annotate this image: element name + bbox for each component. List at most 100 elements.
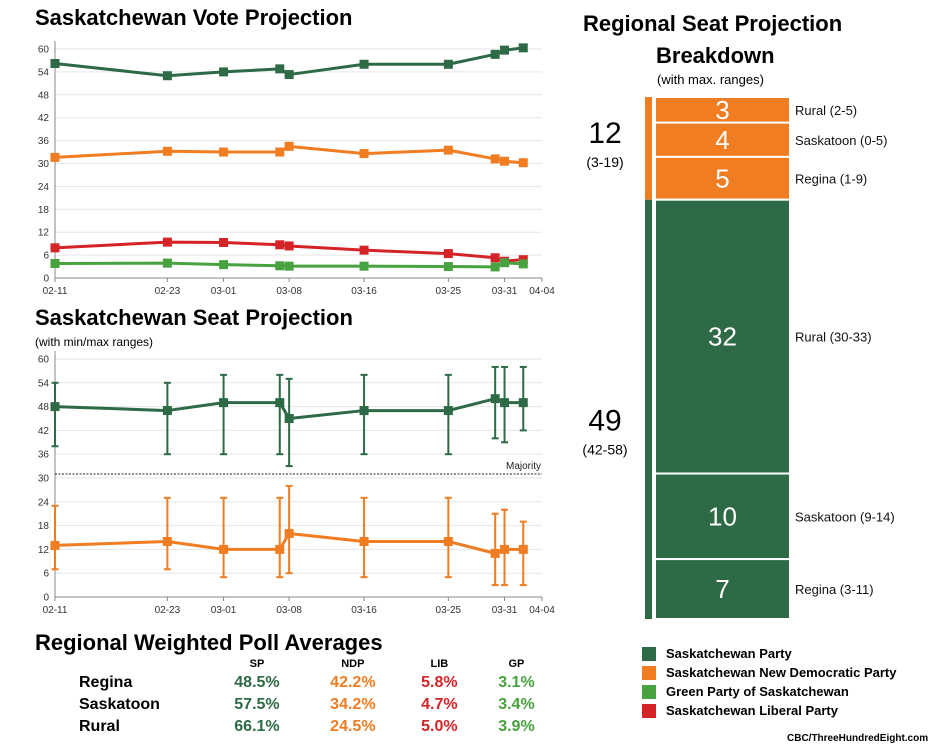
poll-header-lib: LIB — [430, 658, 449, 670]
sp-point — [500, 398, 510, 408]
x-tick-label: 03-31 — [492, 605, 518, 616]
sp-point — [359, 406, 369, 416]
y-tick-label: 48 — [38, 402, 50, 413]
legend: Saskatchewan Party Saskatchewan New Demo… — [642, 644, 897, 720]
ndp-segment-value: 5 — [715, 163, 729, 193]
row-label: Regina — [79, 674, 133, 691]
y-tick-label: 54 — [38, 67, 50, 78]
y-tick-label: 6 — [43, 569, 49, 580]
cell-lib: 4.7% — [421, 696, 458, 713]
ndp-point — [518, 544, 528, 554]
gp-point — [518, 259, 528, 269]
y-tick-label: 54 — [38, 378, 50, 389]
sp-segment-value: 7 — [715, 574, 729, 604]
cell-gp: 3.9% — [498, 718, 535, 735]
ndp-point — [518, 158, 528, 168]
x-tick-label: 02-11 — [43, 605, 68, 616]
sp-segment — [654, 558, 791, 620]
legend-swatch — [642, 646, 656, 661]
regional-subtitle: (with max. ranges) — [657, 72, 764, 87]
ndp-total-range: (3-19) — [586, 154, 623, 170]
sp-point — [50, 59, 60, 69]
ndp-point — [50, 540, 60, 550]
ndp-point — [275, 544, 285, 554]
table-row: Regina 48.5% 42.2% 5.8% 3.1% — [35, 672, 555, 694]
ndp-point — [443, 536, 453, 546]
gp-point — [500, 258, 510, 268]
y-tick-label: 18 — [38, 205, 50, 216]
legend-label: Saskatchewan Liberal Party — [666, 703, 838, 718]
gp-point — [162, 258, 172, 268]
cell-ndp: 34.2% — [330, 696, 376, 713]
x-tick-label: 04-04 — [529, 605, 555, 616]
lib-point — [490, 253, 500, 263]
ndp-point — [500, 544, 510, 554]
gp-point — [50, 258, 60, 268]
x-tick-label: 03-08 — [276, 605, 302, 616]
y-tick-label: 60 — [38, 355, 50, 366]
ndp-point — [500, 156, 510, 166]
y-tick-label: 0 — [43, 274, 49, 285]
sp-point — [162, 71, 172, 81]
y-tick-label: 12 — [38, 228, 50, 239]
lib-point — [275, 240, 285, 250]
sp-segment-label: Regina (3-11) — [795, 582, 874, 597]
cell-gp: 3.4% — [498, 696, 535, 713]
legend-swatch — [642, 684, 656, 699]
cell-sp: 66.1% — [234, 718, 280, 735]
sp-segment-label: Rural (30-33) — [795, 330, 872, 345]
sp-point — [359, 59, 369, 69]
legend-label: Green Party of Saskatchewan — [666, 684, 849, 699]
legend-label: Saskatchewan Party — [666, 646, 792, 661]
cell-sp: 48.5% — [234, 674, 280, 691]
ndp-segment-label: Saskatoon (0-5) — [795, 133, 888, 148]
lib-point — [50, 243, 60, 253]
row-label: Saskatoon — [79, 696, 160, 713]
legend-swatch — [642, 665, 656, 680]
y-tick-label: 36 — [38, 136, 50, 147]
gp-point — [275, 261, 285, 271]
x-tick-label: 03-01 — [211, 286, 237, 297]
x-tick-label: 03-25 — [436, 605, 462, 616]
sp-segment-value: 10 — [708, 501, 737, 531]
ndp-point — [359, 149, 369, 159]
ndp-point — [219, 544, 229, 554]
legend-label: Saskatchewan New Democratic Party — [666, 665, 897, 680]
y-tick-label: 6 — [43, 251, 49, 262]
sp-segment — [654, 472, 791, 561]
ndp-point — [443, 145, 453, 155]
lib-point — [284, 241, 294, 251]
lib-point — [443, 249, 453, 259]
sp-point — [490, 394, 500, 404]
sp-point — [490, 49, 500, 59]
cell-sp: 57.5% — [234, 696, 280, 713]
x-tick-label: 03-31 — [492, 286, 518, 297]
y-tick-label: 12 — [38, 545, 50, 556]
sp-point — [518, 43, 528, 53]
ndp-point — [359, 536, 369, 546]
ndp-point — [490, 154, 500, 164]
ndp-point — [490, 548, 500, 558]
y-tick-label: 30 — [38, 474, 50, 485]
ndp-point — [284, 529, 294, 539]
vote-chart-title: Saskatchewan Vote Projection — [35, 5, 353, 30]
ndp-total-seats: 12 — [588, 117, 621, 150]
ndp-total-bracket — [645, 97, 652, 200]
sp-point — [219, 67, 229, 77]
sp-segment — [654, 198, 791, 475]
sp-total-seats: 49 — [588, 404, 621, 437]
cell-ndp: 24.5% — [330, 718, 376, 735]
y-tick-label: 36 — [38, 450, 50, 461]
sp-point — [219, 398, 229, 408]
gp-point — [284, 261, 294, 271]
lib-point — [162, 237, 172, 247]
ndp-segment-value: 3 — [715, 95, 729, 125]
gp-point — [490, 262, 500, 272]
poll-header-gp: GP — [508, 658, 525, 670]
sp-point — [275, 64, 285, 74]
ndp-series-line — [54, 532, 524, 555]
row-label: Rural — [79, 718, 120, 735]
ndp-segment — [654, 121, 791, 158]
sp-point — [284, 414, 294, 423]
x-tick-label: 02-11 — [43, 286, 68, 297]
